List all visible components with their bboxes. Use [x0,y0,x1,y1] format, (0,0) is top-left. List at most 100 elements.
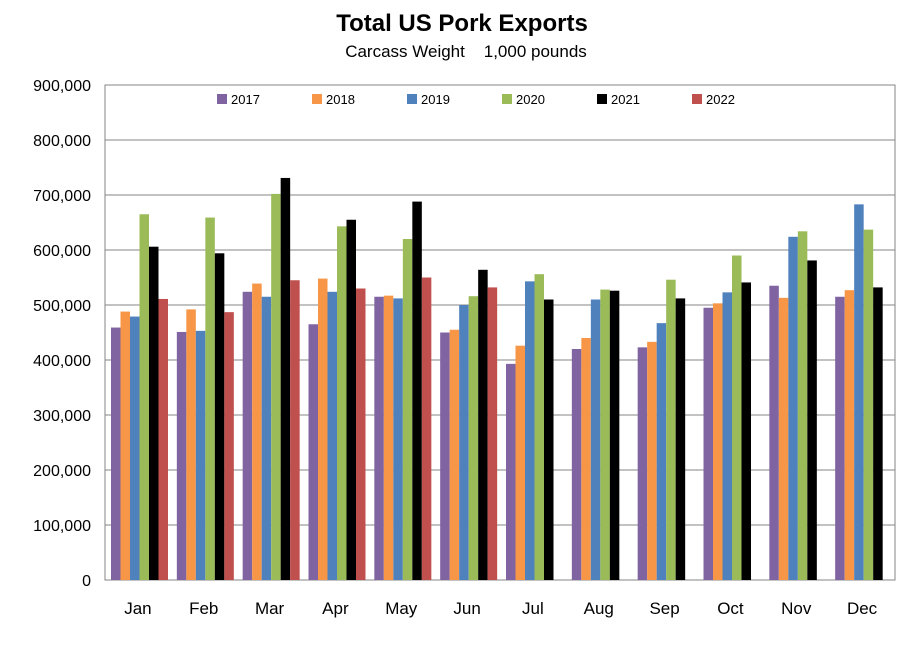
bar-2017-Oct [703,307,713,580]
bar-2020-Jun [468,296,479,580]
legend-swatch-2022 [692,94,702,104]
bar-2017-Jul [506,363,516,580]
y-tick-label: 0 [82,573,91,590]
x-tick-label: Nov [781,599,812,618]
bar-2021-Feb [214,253,225,581]
x-tick-label: Apr [322,599,349,618]
bar-2017-May [374,296,384,580]
bar-2022-Apr [356,288,366,580]
bar-2018-Dec [844,290,855,580]
bar-2018-Sep [647,341,657,580]
y-tick-label: 600,000 [33,243,91,260]
bar-2021-Apr [346,219,356,580]
bar-2018-Aug [581,338,591,580]
y-tick-label: 100,000 [33,518,91,535]
bar-2021-Dec [873,287,883,580]
bar-2021-Jul [544,299,554,580]
legend-swatch-2021 [597,94,607,104]
bar-2022-Jun [487,287,498,580]
bar-2017-Nov [769,285,779,580]
bar-2017-Apr [308,324,318,580]
bar-2018-Feb [186,309,196,580]
bar-2020-Feb [205,217,215,581]
bar-2018-Jun [449,329,460,580]
bar-2017-Aug [571,349,582,580]
bar-2021-Nov [807,260,817,580]
bar-2019-Aug [590,299,601,580]
legend-label: 2021 [611,92,640,107]
bar-2022-Mar [290,280,300,580]
bar-2020-Aug [600,289,610,580]
x-tick-label: Feb [189,599,218,618]
bar-2021-Jan [149,246,159,580]
y-tick-label: 400,000 [33,353,91,370]
bars [111,177,883,581]
bar-2019-Dec [854,204,864,580]
bar-2021-May [412,201,422,580]
legend-label: 2019 [421,92,450,107]
chart-title: Total US Pork Exports [336,10,588,37]
x-tick-label: Dec [847,599,878,618]
legend-label: 2022 [706,92,735,107]
bar-2019-Sep [656,323,667,580]
legend-swatch-2020 [502,94,512,104]
bar-2020-Apr [337,226,347,580]
bar-2022-May [421,277,432,580]
bar-2019-Oct [722,292,732,580]
bar-2017-Dec [835,296,845,580]
bar-2020-Jul [534,274,544,580]
bar-2018-Jul [515,345,525,580]
legend-swatch-2017 [217,94,227,104]
y-axis: 0 100,000 200,000 300,000 400,000 500,000 600,… [33,78,91,590]
bar-2020-Dec [863,229,874,580]
bar-2021-Sep [675,298,686,580]
bar-2018-Jan [120,311,130,580]
y-tick-label: 500,000 [33,298,91,315]
bar-2019-Jan [130,316,140,580]
bar-2018-May [383,295,394,580]
chart-subtitle: Carcass Weight 1,000 pounds [345,42,587,61]
x-axis: Jan Feb Mar Apr May Jun Jul Aug Sep Oct Nov Dec [124,599,877,618]
x-tick-label: Jan [124,599,151,618]
bar-2020-Mar [271,193,281,580]
y-tick-label: 800,000 [33,133,91,150]
bar-2018-Nov [778,297,789,580]
bar-2017-Sep [637,347,648,580]
plot-area [104,84,896,581]
legend-label: 2017 [231,92,260,107]
x-tick-label: Sep [649,599,679,618]
legend-label: 2020 [516,92,545,107]
bar-2017-Jun [440,332,450,580]
bar-2020-Sep [666,279,676,580]
bar-2019-Mar [261,296,272,580]
bar-2022-Jan [158,298,168,580]
bar-2020-May [402,239,413,580]
bar-2017-Mar [242,291,253,580]
legend-swatch-2018 [312,94,322,104]
x-tick-label: Oct [717,599,744,618]
bar-2022-Feb [224,312,234,580]
bar-2020-Nov [797,231,808,581]
bar-2019-Nov [788,236,798,581]
bar-2018-Oct [713,303,723,580]
y-tick-label: 900,000 [33,78,91,95]
bar-2020-Oct [732,255,742,580]
legend: 2017 2018 2019 2020 2021 2022 [217,92,735,107]
bar-2017-Jan [111,327,121,580]
bar-2021-Mar [280,177,291,580]
legend-swatch-2019 [407,94,417,104]
bar-2019-Jul [525,281,535,580]
x-tick-label: May [385,599,418,618]
bar-2019-Feb [195,330,206,580]
bar-2021-Oct [741,282,751,580]
x-tick-label: Jun [453,599,480,618]
x-tick-label: Mar [255,599,285,618]
legend-label: 2018 [326,92,355,107]
y-tick-label: 200,000 [33,463,91,480]
bar-2021-Jun [478,269,488,580]
bar-2017-Feb [176,331,187,580]
x-tick-label: Jul [522,599,544,618]
bar-2020-Jan [139,214,149,580]
y-tick-label: 300,000 [33,408,91,425]
